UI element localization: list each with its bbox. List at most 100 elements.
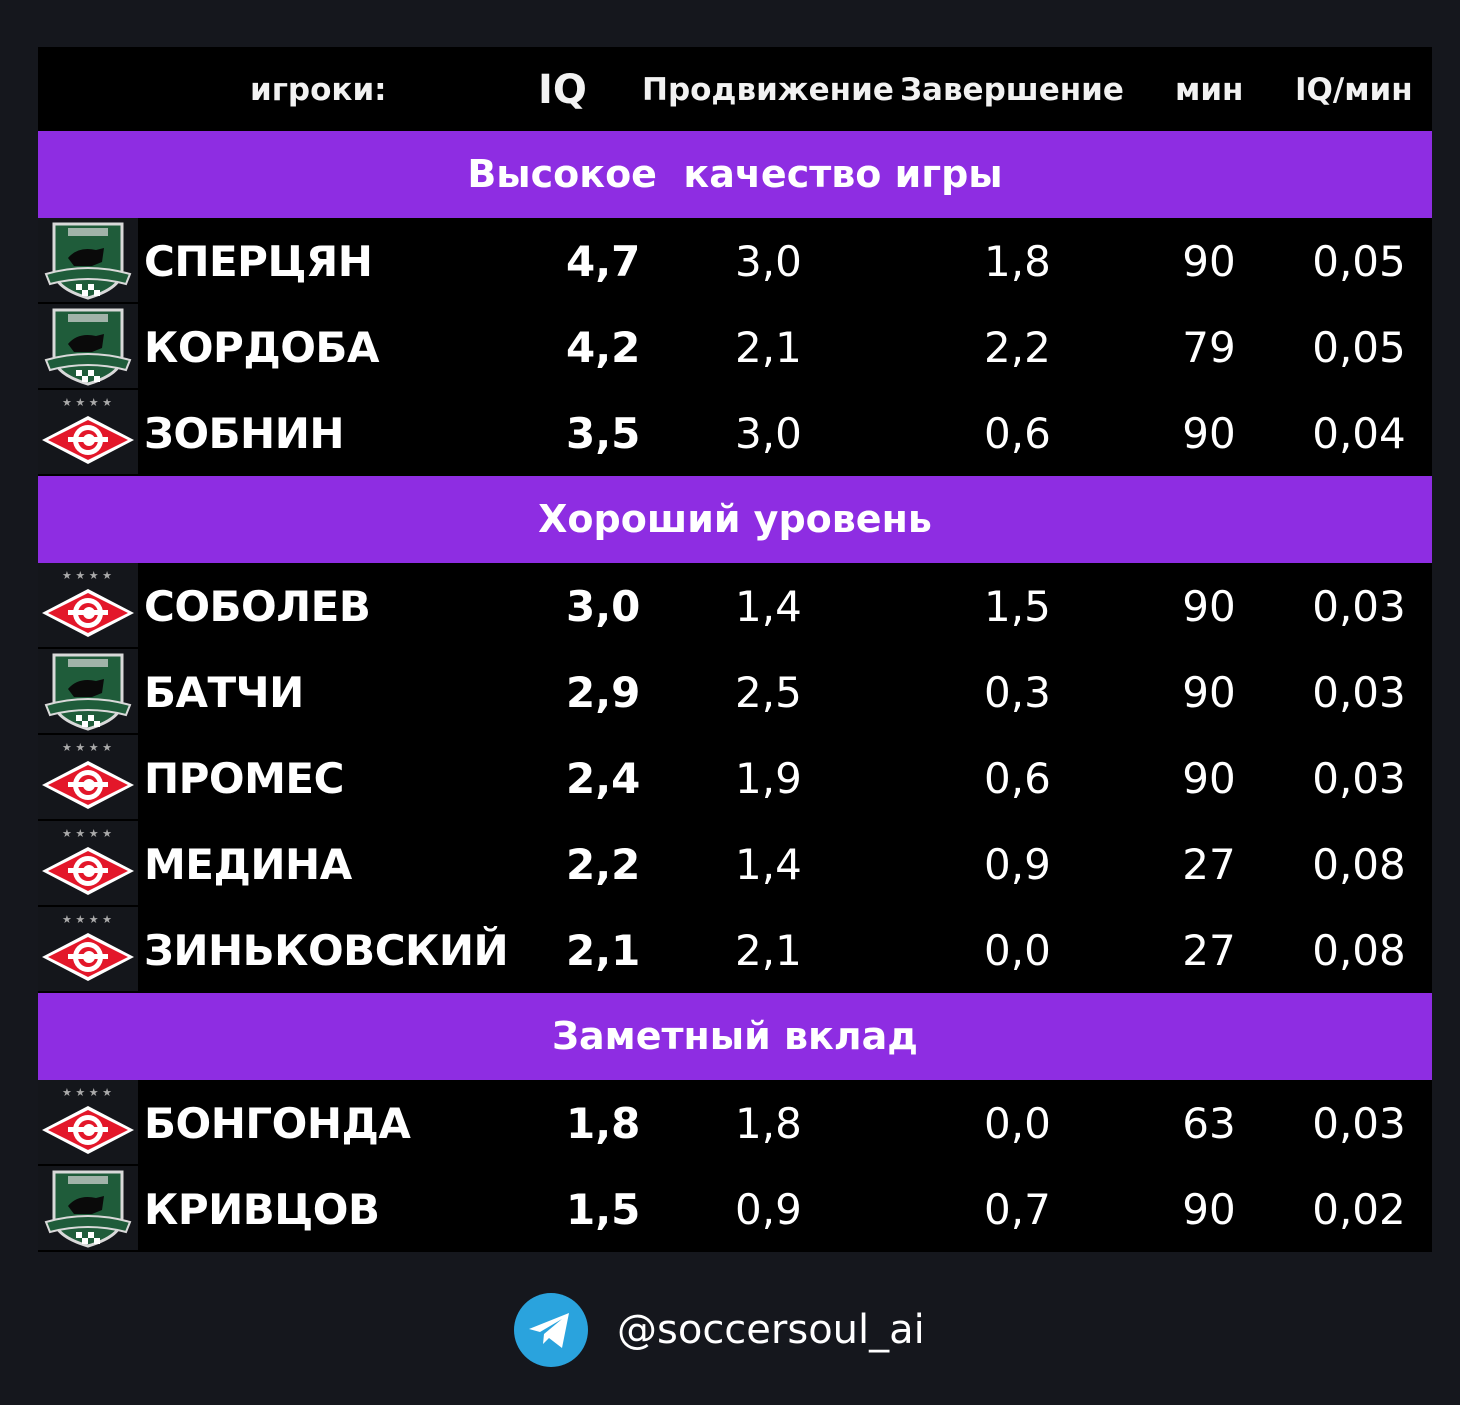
iq-value: 3,0 bbox=[566, 582, 641, 631]
iq-per-min-value: 0,04 bbox=[1312, 409, 1406, 458]
progression-value: 0,9 bbox=[735, 1185, 802, 1234]
iq-value: 2,9 bbox=[566, 668, 641, 717]
table-row: БАТЧИ 2,9 2,5 0,3 90 0,03 bbox=[38, 649, 1432, 735]
iq-value: 2,2 bbox=[566, 840, 641, 889]
iq-per-min-value: 0,08 bbox=[1312, 926, 1406, 975]
header-minutes: мин bbox=[1175, 72, 1244, 108]
minutes-value: 90 bbox=[1182, 754, 1236, 803]
progression-value: 1,4 bbox=[735, 582, 802, 631]
spartak-crest-icon: ★ ★ ★ ★ bbox=[42, 569, 134, 637]
table-row: ★ ★ ★ ★ ПРОМЕС 2,4 1,9 0,6 90 0,03 bbox=[38, 735, 1432, 821]
svg-text:★ ★ ★ ★: ★ ★ ★ ★ bbox=[62, 396, 112, 409]
player-name: БАТЧИ bbox=[144, 668, 304, 717]
spartak-crest-icon: ★ ★ ★ ★ bbox=[42, 1086, 134, 1154]
finishing-value: 0,9 bbox=[984, 840, 1051, 889]
iq-value: 3,5 bbox=[566, 409, 641, 458]
table-row: ★ ★ ★ ★ БОНГОНДА 1,8 1,8 0,0 63 0,03 bbox=[38, 1080, 1432, 1166]
krasnodar-crest-icon bbox=[44, 222, 132, 300]
player-name: ЗИНЬКОВСКИЙ bbox=[144, 926, 509, 975]
header-iq: IQ bbox=[538, 67, 587, 113]
krasnodar-crest-icon bbox=[44, 1170, 132, 1248]
spartak-crest-icon: ★ ★ ★ ★ bbox=[42, 741, 134, 809]
table-header: игроки: IQ Продвижение Завершение мин IQ… bbox=[38, 47, 1432, 131]
club-logo bbox=[38, 1166, 138, 1250]
finishing-value: 0,0 bbox=[984, 926, 1051, 975]
progression-value: 3,0 bbox=[735, 409, 802, 458]
player-name: СОБОЛЕВ bbox=[144, 582, 371, 631]
section-title: Заметный вклад bbox=[38, 993, 1432, 1080]
telegram-icon[interactable] bbox=[513, 1292, 589, 1368]
spartak-crest-icon: ★ ★ ★ ★ bbox=[42, 913, 134, 981]
header-finishing: Завершение bbox=[900, 72, 1124, 108]
player-name: КОРДОБА bbox=[144, 323, 379, 372]
krasnodar-crest-icon bbox=[44, 308, 132, 386]
iq-per-min-value: 0,03 bbox=[1312, 668, 1406, 717]
header-players: игроки: bbox=[250, 72, 387, 108]
player-name: БОНГОНДА bbox=[144, 1099, 411, 1148]
table-row: СПЕРЦЯН 4,7 3,0 1,8 90 0,05 bbox=[38, 218, 1432, 304]
header-iq-per-min: IQ/мин bbox=[1295, 72, 1413, 108]
minutes-value: 90 bbox=[1182, 237, 1236, 286]
telegram-handle[interactable]: @soccersoul_ai bbox=[617, 1307, 925, 1353]
iq-per-min-value: 0,03 bbox=[1312, 754, 1406, 803]
progression-value: 1,9 bbox=[735, 754, 802, 803]
section-title: Хороший уровень bbox=[38, 476, 1432, 563]
player-name: МЕДИНА bbox=[144, 840, 352, 889]
table-row: ★ ★ ★ ★ МЕДИНА 2,2 1,4 0,9 27 0,08 bbox=[38, 821, 1432, 907]
club-logo: ★ ★ ★ ★ bbox=[38, 563, 138, 647]
minutes-value: 27 bbox=[1182, 926, 1236, 975]
finishing-value: 1,8 bbox=[984, 237, 1051, 286]
spartak-crest-icon: ★ ★ ★ ★ bbox=[42, 396, 134, 464]
table-row: ★ ★ ★ ★ СОБОЛЕВ 3,0 1,4 1,5 90 0,03 bbox=[38, 563, 1432, 649]
player-name: ЗОБНИН bbox=[144, 409, 345, 458]
svg-text:★ ★ ★ ★: ★ ★ ★ ★ bbox=[62, 913, 112, 926]
stats-table: игроки: IQ Продвижение Завершение мин IQ… bbox=[38, 47, 1432, 1252]
finishing-value: 0,7 bbox=[984, 1185, 1051, 1234]
club-logo: ★ ★ ★ ★ bbox=[38, 907, 138, 991]
svg-text:★ ★ ★ ★: ★ ★ ★ ★ bbox=[62, 569, 112, 582]
finishing-value: 2,2 bbox=[984, 323, 1051, 372]
svg-text:★ ★ ★ ★: ★ ★ ★ ★ bbox=[62, 1086, 112, 1099]
minutes-value: 90 bbox=[1182, 668, 1236, 717]
player-name: ПРОМЕС bbox=[144, 754, 344, 803]
club-logo: ★ ★ ★ ★ bbox=[38, 1080, 138, 1164]
minutes-value: 90 bbox=[1182, 409, 1236, 458]
minutes-value: 63 bbox=[1182, 1099, 1236, 1148]
table-row: КОРДОБА 4,2 2,1 2,2 79 0,05 bbox=[38, 304, 1432, 390]
player-name: СПЕРЦЯН bbox=[144, 237, 373, 286]
minutes-value: 27 bbox=[1182, 840, 1236, 889]
finishing-value: 0,0 bbox=[984, 1099, 1051, 1148]
club-logo bbox=[38, 304, 138, 388]
club-logo: ★ ★ ★ ★ bbox=[38, 735, 138, 819]
progression-value: 1,8 bbox=[735, 1099, 802, 1148]
iq-per-min-value: 0,03 bbox=[1312, 582, 1406, 631]
sections: Высокое качество игры СПЕРЦЯН 4,7 3,0 1,8 90… bbox=[38, 131, 1432, 1252]
progression-value: 2,1 bbox=[735, 926, 802, 975]
iq-value: 2,4 bbox=[566, 754, 641, 803]
club-logo: ★ ★ ★ ★ bbox=[38, 390, 138, 474]
table-row: КРИВЦОВ 1,5 0,9 0,7 90 0,02 bbox=[38, 1166, 1432, 1252]
club-logo bbox=[38, 649, 138, 733]
minutes-value: 79 bbox=[1182, 323, 1236, 372]
krasnodar-crest-icon bbox=[44, 653, 132, 731]
section-title: Высокое качество игры bbox=[38, 131, 1432, 218]
iq-per-min-value: 0,05 bbox=[1312, 323, 1406, 372]
header-progression: Продвижение bbox=[642, 72, 894, 108]
progression-value: 2,5 bbox=[735, 668, 802, 717]
spartak-crest-icon: ★ ★ ★ ★ bbox=[42, 827, 134, 895]
iq-value: 4,2 bbox=[566, 323, 641, 372]
minutes-value: 90 bbox=[1182, 1185, 1236, 1234]
iq-value: 2,1 bbox=[566, 926, 641, 975]
iq-per-min-value: 0,02 bbox=[1312, 1185, 1406, 1234]
svg-text:★ ★ ★ ★: ★ ★ ★ ★ bbox=[62, 827, 112, 840]
table-row: ★ ★ ★ ★ ЗИНЬКОВСКИЙ 2,1 2,1 0,0 27 0,08 bbox=[38, 907, 1432, 993]
club-logo: ★ ★ ★ ★ bbox=[38, 821, 138, 905]
finishing-value: 1,5 bbox=[984, 582, 1051, 631]
iq-value: 1,8 bbox=[566, 1099, 641, 1148]
table-row: ★ ★ ★ ★ ЗОБНИН 3,5 3,0 0,6 90 0,04 bbox=[38, 390, 1432, 476]
player-name: КРИВЦОВ bbox=[144, 1185, 380, 1234]
iq-per-min-value: 0,05 bbox=[1312, 237, 1406, 286]
iq-value: 1,5 bbox=[566, 1185, 641, 1234]
iq-per-min-value: 0,03 bbox=[1312, 1099, 1406, 1148]
finishing-value: 0,6 bbox=[984, 409, 1051, 458]
